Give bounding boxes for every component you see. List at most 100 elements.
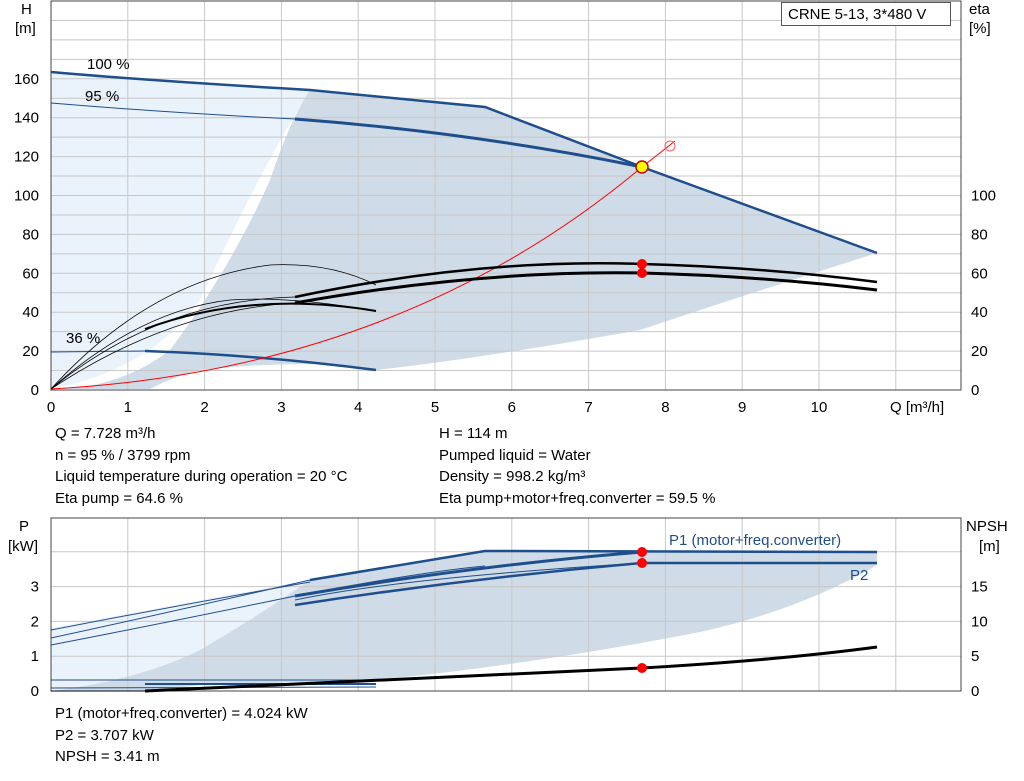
duty-point[interactable]	[635, 160, 649, 174]
curve-36-percent	[144, 349, 377, 372]
p1-series-label: P1 (motor+freq.converter)	[669, 532, 841, 549]
x-tick-label: 1	[124, 399, 132, 416]
bottom-left-axis-label-1: P	[19, 518, 29, 535]
info-right: H = 114 m Pumped liquid = Water Density …	[439, 423, 715, 509]
system-curve-end-marker	[664, 140, 676, 152]
bottom-light-left-region	[51, 580, 310, 691]
y-tick-label: 80	[22, 226, 39, 243]
bottom-plot-border	[50, 517, 962, 692]
speed-label-36: 36 %	[66, 330, 100, 347]
info-eta-pump: Eta pump = 64.6 %	[55, 489, 183, 507]
p-tick-label: 0	[31, 683, 39, 700]
bottom-right-axis-label-1: NPSH	[966, 518, 1008, 535]
x-tick-label: 2	[200, 399, 208, 416]
p2-curve	[294, 561, 877, 607]
curve-100-percent-thin	[50, 71, 311, 91]
info-flow: Q = 7.728 m³/h	[55, 425, 156, 442]
y-tick-label: 60	[22, 265, 39, 282]
y-tick-label: 140	[14, 110, 39, 127]
x-tick-label: 8	[661, 399, 669, 416]
x-tick-label: 10	[811, 399, 828, 416]
info-head: H = 114 m	[439, 425, 508, 442]
info-speed: n = 95 % / 3799 rpm	[55, 446, 191, 464]
p-tick-label: 1	[31, 648, 39, 665]
npsh-marker	[637, 663, 647, 673]
x-tick-label: 9	[738, 399, 746, 416]
x-tick-label: 3	[277, 399, 285, 416]
p-thin-curve-4	[294, 562, 643, 601]
p1-curve	[294, 550, 643, 598]
top-ticks: 0 1 2 3 4 5 6 7 8 9 100204060801001201401600204060…	[14, 71, 996, 416]
top-left-axis-label-1: H	[21, 1, 32, 18]
info-left: Q = 7.728 m³/h n = 95 % / 3799 rpm Liqui…	[55, 423, 347, 509]
curve-36-percent-thin	[50, 350, 146, 353]
bottom-left-axis-label-2: [kW]	[8, 538, 38, 555]
x-tick-label: 6	[508, 399, 516, 416]
y-tick-label: 120	[14, 149, 39, 166]
y2-tick-label: 80	[971, 226, 988, 243]
npsh-tick-label: 0	[971, 683, 979, 700]
top-right-axis-label-1: eta	[969, 1, 991, 18]
info-liquid: Pumped liquid = Water	[439, 446, 591, 464]
y-tick-label: 100	[14, 188, 39, 205]
eta-total-curve	[294, 271, 878, 305]
y2-tick-label: 20	[971, 343, 988, 360]
curve-95-percent	[294, 117, 643, 169]
p2-thin-curve	[50, 595, 296, 646]
y-tick-label: 40	[22, 304, 39, 321]
eta-pump-curve	[294, 261, 878, 299]
p-tick-label: 2	[31, 613, 39, 630]
y-tick-label: 20	[22, 343, 39, 360]
p1-max-curve	[309, 549, 878, 582]
top-operating-region	[51, 90, 877, 389]
top-plot-border	[50, 0, 962, 391]
y2-tick-label: 40	[971, 304, 988, 321]
x-tick-label: 4	[354, 399, 362, 416]
p-tick-label: 3	[31, 579, 39, 596]
speed-label-95: 95 %	[85, 88, 119, 105]
top-left-axis-label-2: [m]	[15, 20, 36, 37]
npsh-curve	[144, 645, 878, 693]
info-npsh: NPSH = 3.41 m	[55, 748, 160, 765]
curve-95-percent-thin	[50, 102, 296, 120]
y-tick-label: 0	[31, 382, 39, 399]
p1-marker	[637, 547, 647, 557]
top-light-left-region	[51, 72, 310, 389]
eta-mid-curve	[144, 302, 377, 330]
p2-series-label: P2	[850, 567, 868, 584]
npsh-tick-label: 5	[971, 648, 979, 665]
x-tick-label: 5	[431, 399, 439, 416]
bottom-ticks: 0 1 2 3 0 5 10 15	[31, 579, 988, 700]
pump-title: CRNE 5-13, 3*480 V	[781, 2, 951, 26]
info-eta-total: Eta pump+motor+freq.converter = 59.5 %	[439, 489, 716, 507]
info-temperature: Liquid temperature during operation = 20…	[55, 468, 348, 485]
system-curve	[50, 140, 676, 390]
info-density: Density = 998.2 kg/m³	[439, 468, 586, 485]
x-tick-label: 0	[47, 399, 55, 416]
speed-label-100: 100 %	[87, 56, 130, 73]
eta-thin-curve-4	[50, 302, 296, 390]
y2-tick-label: 60	[971, 265, 988, 282]
eta-total-marker	[637, 268, 647, 278]
y-tick-label: 160	[14, 71, 39, 88]
npsh-tick-label: 10	[971, 613, 988, 630]
eta-thin-curve-2	[50, 298, 377, 390]
x-axis-label: Q [m³/h]	[890, 399, 944, 416]
y2-tick-label: 0	[971, 382, 979, 399]
p1-thin-curve-2	[50, 581, 311, 631]
p2-marker	[637, 558, 647, 568]
bottom-right-axis-label-2: [m]	[979, 538, 1000, 555]
eta-thin-curve-1	[50, 264, 377, 390]
info-p1: P1 (motor+freq.converter) = 4.024 kW	[55, 705, 308, 722]
info-bottom: P1 (motor+freq.converter) = 4.024 kW P2 …	[55, 703, 308, 768]
eta-pump-marker	[637, 259, 647, 269]
top-right-axis-label-2: [%]	[969, 20, 991, 37]
x-tick-label: 7	[584, 399, 592, 416]
y2-tick-label: 100	[971, 188, 996, 205]
npsh-tick-label: 15	[971, 579, 988, 596]
top-chart: 0 1 2 3 4 5 6 7 8 9 100204060801001201401600204060…	[14, 0, 996, 416]
info-p2: P2 = 3.707 kW	[55, 726, 154, 744]
top-grid	[51, 1, 961, 390]
